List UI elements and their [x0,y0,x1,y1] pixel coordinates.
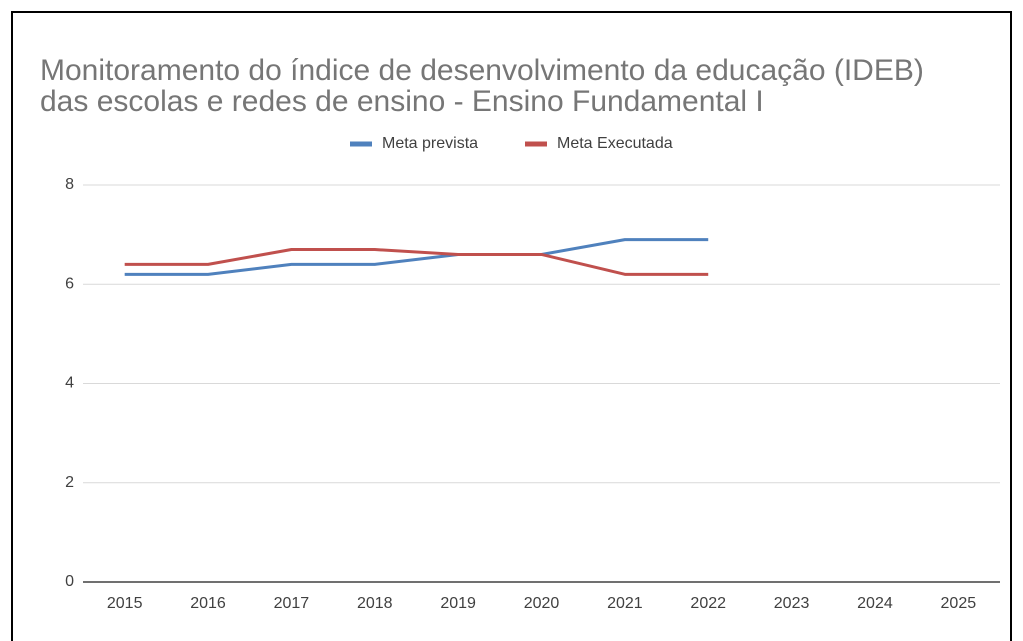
x-tick-label: 2016 [190,595,226,612]
y-tick-label: 6 [65,275,74,292]
x-tick-label: 2023 [774,595,810,612]
y-tick-label: 0 [65,573,74,590]
line-series [124,238,709,276]
chart-title: Monitoramento do índice de desenvolvimen… [40,54,924,87]
x-tick-label: 2020 [524,595,560,612]
y-tick-label: 2 [65,474,74,491]
x-tick-label: 2022 [690,595,726,612]
x-tick-label: 2017 [274,595,310,612]
y-tick-label: 8 [65,176,74,193]
x-tick-label: 2024 [857,595,893,612]
x-tick-label: 2025 [941,595,977,612]
x-tick-label: 2018 [357,595,393,612]
x-tick-label: 2015 [107,595,143,612]
x-tick-label: 2021 [607,595,643,612]
x-tick-label: 2019 [440,595,476,612]
y-tick-label: 4 [65,375,74,392]
legend-label: Meta prevista [382,135,478,152]
line-series [124,248,709,276]
legend-label: Meta Executada [557,135,673,152]
chart-border [11,11,1012,641]
chart-title: das escolas e redes de ensino - Ensino F… [40,85,764,118]
